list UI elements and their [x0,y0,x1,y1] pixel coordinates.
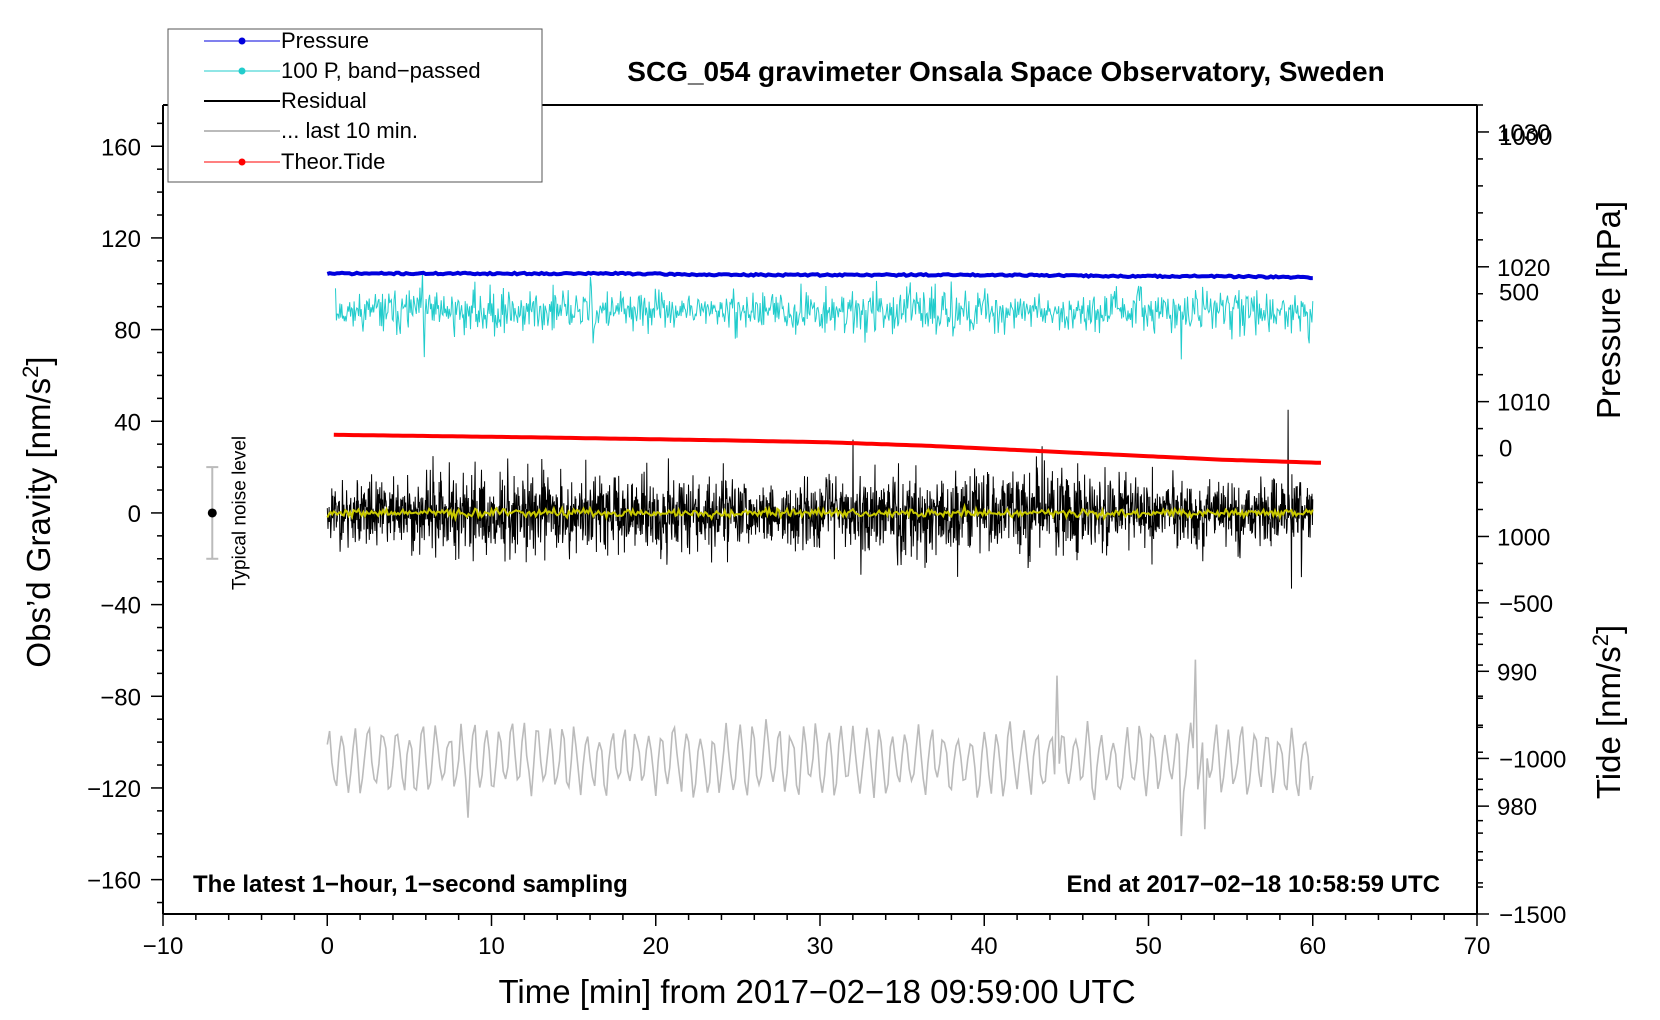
legend-label-last-10-min: ... last 10 min. [281,118,418,143]
legend-label-residual: Residual [281,88,367,113]
pressure-tick-label: 1000 [1497,524,1550,551]
end-time-note: End at 2017−02−18 10:58:59 UTC [1066,871,1440,898]
x-axis-title: Time [min] from 2017−02−18 09:59:00 UTC [498,973,1135,1010]
tide-tick-label: 0 [1499,435,1512,462]
y-tick-label: 40 [114,409,141,436]
y-axis-title-tide-main: Tide [nm/s [1590,646,1627,799]
chart-title: SCG_054 gravimeter Onsala Space Observat… [627,56,1384,87]
y-axis-title-gravity-sup: 2 [18,366,43,378]
pressure-tick-label: 1030 [1497,120,1550,147]
y-axis-title-gravity-tail: ] [20,356,57,365]
tide-tick-label: 500 [1499,280,1539,307]
y-axis-title-tide-sup: 2 [1588,634,1613,646]
series-pressure [326,270,1313,281]
x-tick-label: 50 [1135,933,1162,960]
y-tick-label: 120 [101,226,141,253]
series-100-p-band-passed [335,272,1314,360]
y-tick-label: 80 [114,318,141,345]
y-axis-title-gravity: Obs’d Gravity [nm/s2] [18,356,57,667]
series-theor-tide [333,432,1322,465]
y-tick-label: 0 [128,501,141,528]
x-tick-label: 40 [971,933,998,960]
y-tick-label: −160 [87,868,141,895]
legend-item-theor-tide: Theor.Tide [204,149,385,174]
y-axis-title-gravity-main: Obs’d Gravity [nm/s [20,378,57,668]
pressure-tick-label: 1020 [1497,255,1550,282]
y-tick-label: 160 [101,134,141,161]
legend: Pressure 100 P, band−passed Residual ...… [167,28,543,183]
pressure-tick-label: 990 [1497,659,1537,686]
legend-marker-theor-tide [238,158,246,166]
tide-tick-label: 1000 [1499,124,1552,151]
x-tick-label: −10 [143,933,184,960]
x-tick-label: 10 [478,933,505,960]
legend-marker-band-passed [238,67,246,75]
legend-label-pressure: Pressure [281,28,369,53]
legend-marker-pressure [238,37,246,45]
y-axis-title-tide: Tide [nm/s2] [1588,625,1627,799]
series-residual-smoothed [326,502,1314,523]
y-tick-label: −40 [100,593,141,620]
x-tick-label: 20 [642,933,669,960]
legend-label-theor-tide: Theor.Tide [281,149,385,174]
series-layer [326,270,1322,837]
y-tick-label: −80 [100,684,141,711]
legend-item-band-passed: 100 P, band−passed [204,58,481,83]
series-last-10-min [326,659,1314,837]
x-tick-label: 0 [321,933,334,960]
y-tick-label: −120 [87,776,141,803]
y-axis-title-tide-tail: ] [1590,625,1627,634]
sampling-note: The latest 1−hour, 1−second sampling [193,871,628,898]
noise-center-dot [207,508,217,518]
legend-label-band-passed: 100 P, band−passed [281,58,481,83]
legend-box [167,28,543,183]
legend-item-residual: Residual [204,88,367,113]
x-tick-label: 60 [1299,933,1326,960]
pressure-tick-label: 1010 [1497,390,1550,417]
legend-item-last-10-min: ... last 10 min. [204,118,418,143]
x-tick-label: 70 [1464,933,1491,960]
tide-tick-label: −1500 [1499,902,1566,929]
noise-level-label: Typical noise level [229,436,250,590]
tide-tick-label: −500 [1499,591,1553,618]
noise-level-indicator: Typical noise level [206,436,250,590]
x-tick-label: 30 [807,933,834,960]
series-residual [326,409,1314,589]
y-axis-title-pressure: Pressure [hPa] [1590,201,1627,419]
pressure-tick-label: 980 [1497,794,1537,821]
legend-item-pressure: Pressure [204,28,369,53]
axis-ticks: −10 0 10 20 30 40 50 60 7016012080400−40−80−120−… [87,104,1566,960]
tide-tick-label: −1000 [1499,746,1566,773]
